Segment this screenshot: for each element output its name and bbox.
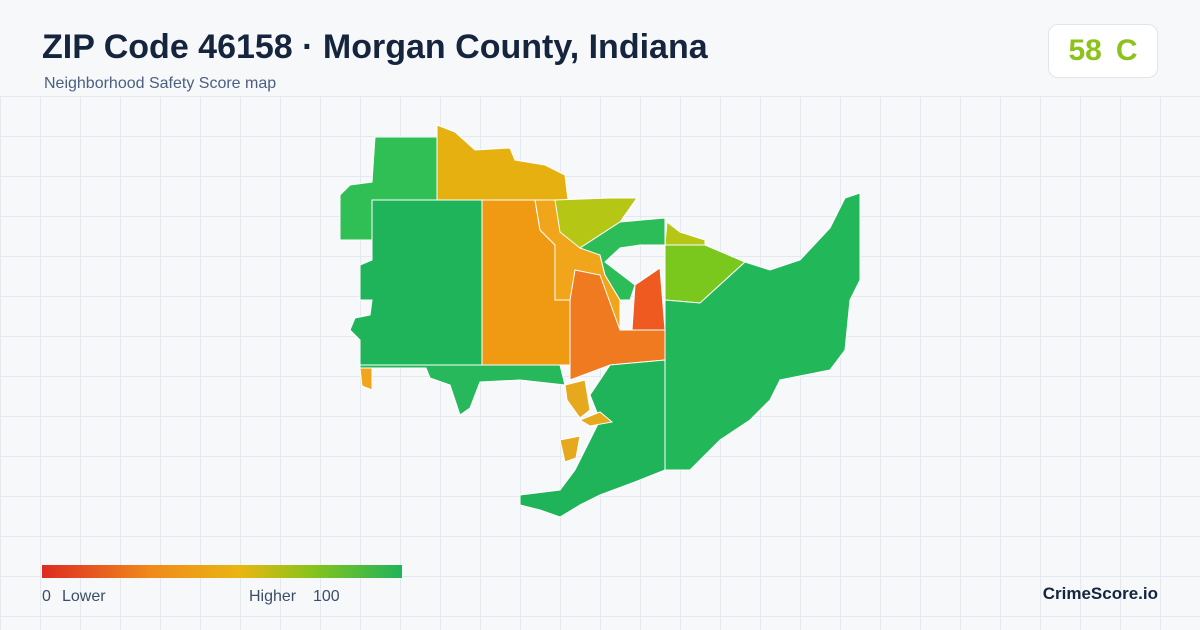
region: [436, 124, 569, 201]
region: [564, 379, 591, 419]
legend-min-label: Lower: [62, 588, 106, 605]
region: [578, 411, 614, 427]
region: [664, 221, 706, 246]
brand: CrimeScore.io: [1042, 584, 1158, 603]
title: ZIP Code 46158 · Morgan County, Indiana: [42, 28, 708, 66]
legend-max: 100: [313, 588, 340, 605]
legend-max-label: Higher: [249, 588, 297, 605]
legend-min: 0: [42, 588, 51, 605]
score-grade: C: [1115, 34, 1138, 67]
region: [559, 435, 581, 463]
region: [359, 364, 566, 416]
region: [631, 267, 666, 331]
score-badge: 58 C: [1048, 24, 1158, 78]
score-value: 58: [1068, 34, 1102, 67]
subtitle: Neighborhood Safety Score map: [44, 75, 277, 92]
region: [359, 367, 373, 391]
region: [664, 192, 861, 471]
legend-gradient: [42, 565, 402, 578]
region: [519, 359, 666, 518]
